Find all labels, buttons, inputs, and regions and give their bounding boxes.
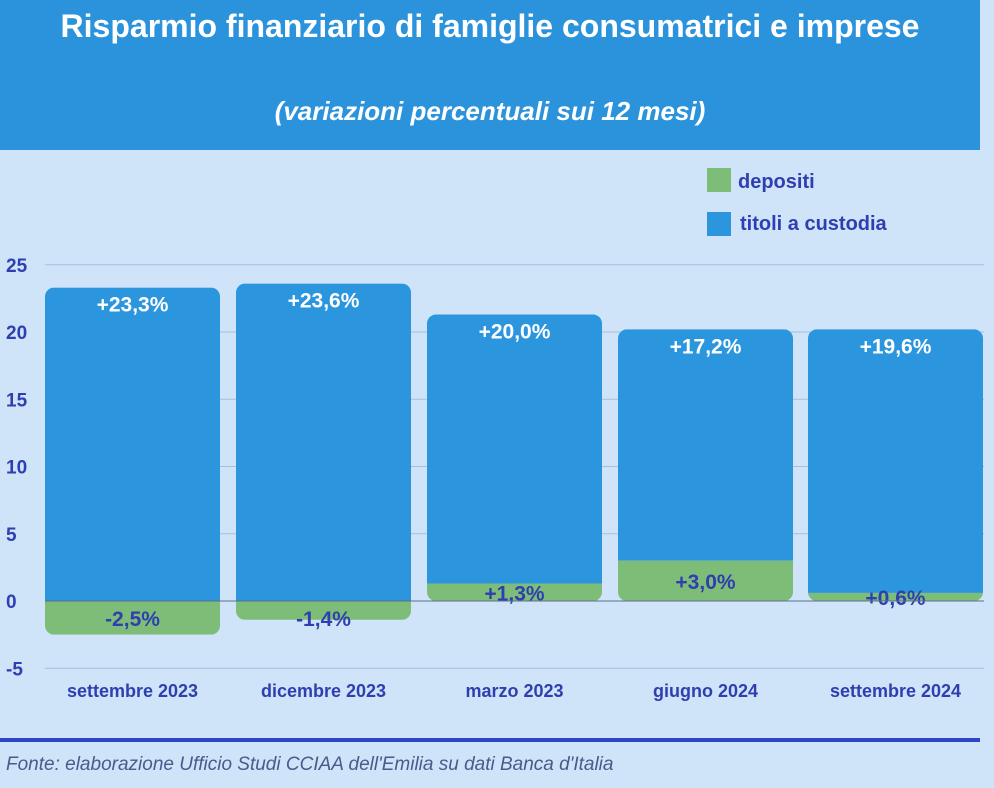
- data-label-titoli: +23,3%: [97, 294, 169, 317]
- bar-group: [45, 287, 220, 635]
- data-label-depositi: +3,0%: [675, 571, 735, 594]
- data-label-titoli: +23,6%: [288, 290, 360, 313]
- legend-swatch-depositi: [707, 168, 731, 192]
- legend-label-depositi: depositi: [738, 171, 815, 193]
- bar-depositi: [427, 583, 602, 601]
- chart-subtitle: (variazioni percentuali sui 12 mesi): [274, 96, 706, 126]
- data-label-depositi: +1,3%: [484, 582, 544, 605]
- bar-depositi: [45, 601, 220, 635]
- legend-swatch-titoli: [707, 212, 731, 236]
- data-label-depositi: -1,4%: [296, 608, 351, 631]
- data-label-depositi: +0,6%: [865, 587, 925, 610]
- bar-depositi: [618, 560, 793, 601]
- y-tick-label: 10: [6, 458, 27, 479]
- bar-group: [808, 329, 983, 601]
- data-label-titoli: +19,6%: [860, 335, 932, 358]
- bar-group: [427, 314, 602, 601]
- chart-header: Risparmio finanziario di famiglie consum…: [0, 0, 980, 150]
- x-tick-label: marzo 2023: [465, 681, 563, 701]
- x-tick-label: settembre 2024: [830, 681, 961, 701]
- y-tick-label: 25: [6, 256, 28, 277]
- data-label-depositi: -2,5%: [105, 608, 160, 631]
- bar-titoli: [808, 329, 983, 593]
- data-label-titoli: +20,0%: [479, 321, 551, 344]
- bar-titoli: [618, 329, 793, 561]
- data-label-titoli: +17,2%: [670, 335, 742, 358]
- x-tick-label: settembre 2023: [67, 681, 198, 701]
- source-note: Fonte: elaborazione Ufficio Studi CCIAA …: [6, 754, 614, 775]
- y-tick-label: 0: [6, 592, 17, 613]
- x-tick-label: dicembre 2023: [261, 681, 386, 701]
- bar-titoli: [427, 314, 602, 584]
- bar-titoli: [45, 287, 220, 601]
- footer-divider: [0, 738, 980, 742]
- bar-group: [618, 329, 793, 601]
- y-tick-label: -5: [6, 659, 23, 680]
- bar-titoli: [236, 283, 411, 601]
- y-tick-label: 15: [6, 390, 28, 411]
- y-tick-label: 20: [6, 323, 27, 344]
- y-tick-label: 5: [6, 525, 17, 546]
- bar-group: [236, 283, 411, 620]
- bar-depositi: [236, 601, 411, 620]
- bar-depositi: [808, 592, 983, 601]
- chart-title: Risparmio finanziario di famiglie consum…: [60, 8, 920, 44]
- x-tick-label: giugno 2024: [653, 681, 758, 701]
- legend-label-titoli: titoli a custodia: [740, 213, 888, 235]
